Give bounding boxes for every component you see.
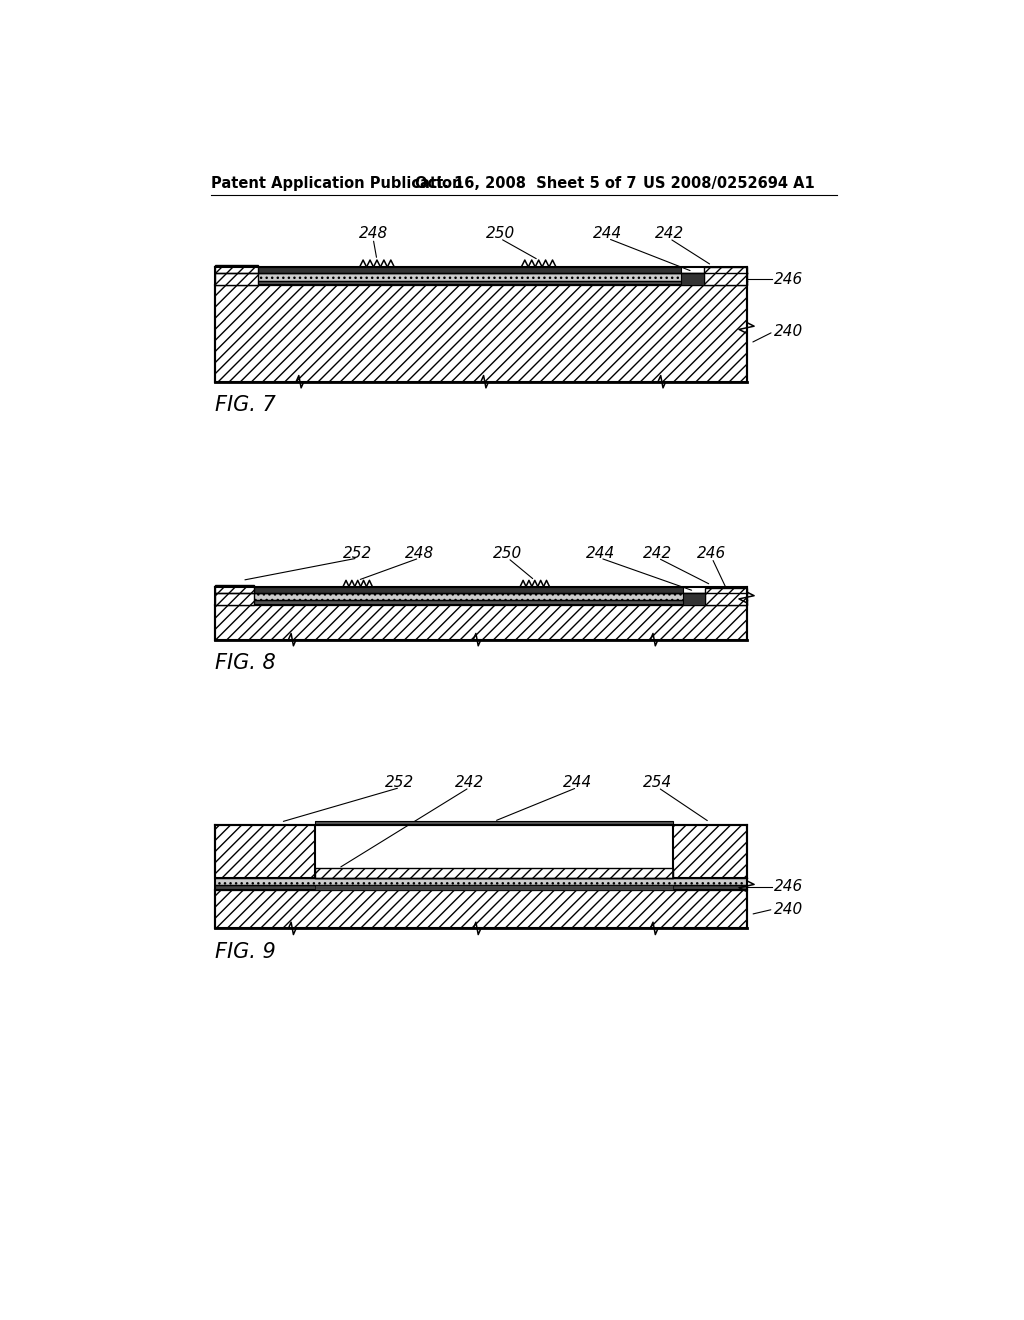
Text: 246: 246: [697, 546, 727, 561]
Bar: [681, 273, 705, 285]
Text: 254: 254: [643, 775, 673, 791]
Bar: [215, 601, 746, 605]
Text: 250: 250: [494, 546, 522, 561]
Bar: [215, 884, 746, 890]
Bar: [215, 589, 254, 605]
Bar: [215, 281, 746, 285]
Text: 244: 244: [586, 546, 614, 561]
Text: FIG. 9: FIG. 9: [215, 941, 276, 962]
Text: 248: 248: [404, 546, 434, 561]
Bar: [215, 605, 746, 640]
Text: 240: 240: [773, 902, 803, 916]
Text: 242: 242: [455, 775, 484, 791]
Text: US 2008/0252694 A1: US 2008/0252694 A1: [643, 177, 815, 191]
Bar: [683, 593, 705, 605]
Bar: [315, 869, 674, 878]
Bar: [254, 586, 683, 593]
Bar: [215, 593, 746, 601]
Bar: [215, 585, 254, 593]
Bar: [215, 265, 258, 273]
Bar: [215, 825, 315, 878]
Text: Patent Application Publication: Patent Application Publication: [211, 177, 463, 191]
Text: 246: 246: [773, 879, 803, 895]
Bar: [215, 267, 258, 285]
Bar: [705, 267, 746, 285]
Bar: [258, 267, 681, 273]
Text: Oct. 16, 2008  Sheet 5 of 7: Oct. 16, 2008 Sheet 5 of 7: [416, 177, 637, 191]
Bar: [315, 821, 674, 825]
Bar: [315, 884, 674, 890]
Bar: [215, 273, 746, 281]
Bar: [705, 589, 746, 605]
Text: 252: 252: [343, 546, 373, 561]
Bar: [215, 890, 746, 928]
Bar: [674, 825, 746, 878]
Text: 250: 250: [485, 226, 515, 242]
Bar: [215, 878, 746, 884]
Text: 240: 240: [773, 325, 803, 339]
Text: 248: 248: [358, 226, 388, 242]
Text: 244: 244: [562, 775, 592, 791]
Text: 244: 244: [593, 226, 623, 242]
Text: FIG. 8: FIG. 8: [215, 653, 276, 673]
Bar: [215, 285, 746, 381]
Text: FIG. 7: FIG. 7: [215, 395, 276, 414]
Text: 242: 242: [655, 226, 684, 242]
Text: 242: 242: [643, 546, 673, 561]
Text: 246: 246: [773, 272, 803, 286]
Text: 252: 252: [385, 775, 415, 791]
